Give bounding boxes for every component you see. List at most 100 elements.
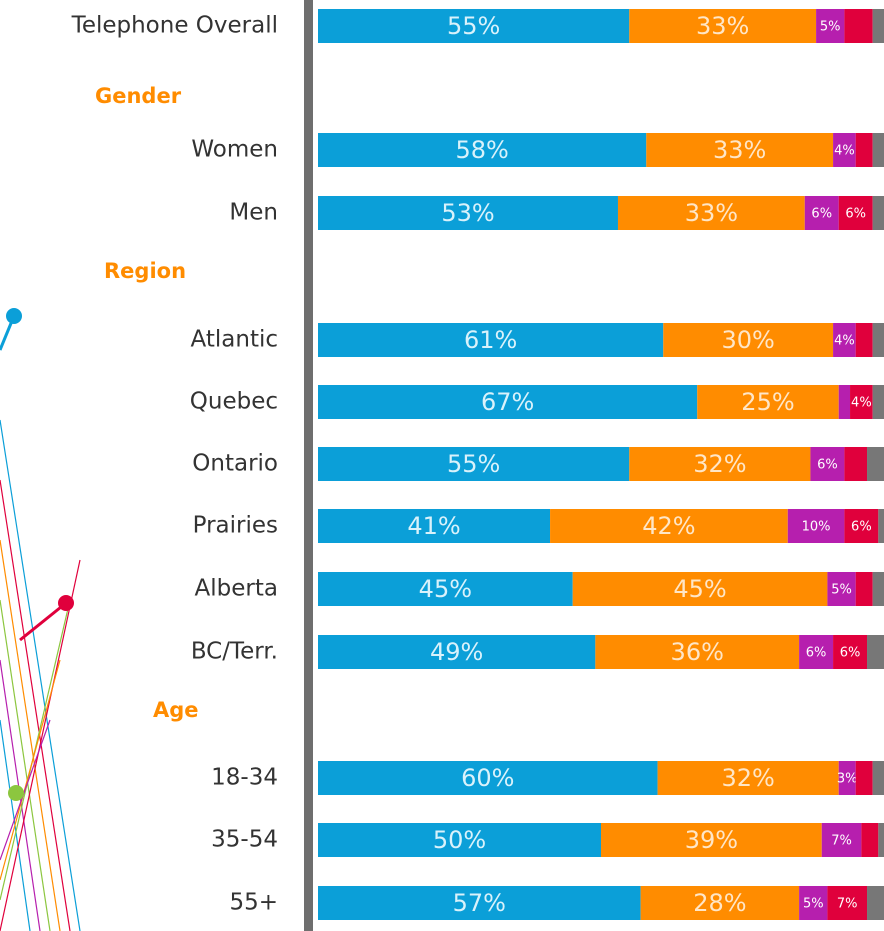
- value-label: 45%: [673, 575, 726, 603]
- category-label: 35-54: [211, 827, 278, 853]
- category-label: Telephone Overall: [71, 13, 278, 39]
- bar-segment: [318, 133, 647, 167]
- value-label: 50%: [433, 826, 486, 854]
- value-label: 5%: [803, 897, 824, 912]
- bar-segment: [844, 447, 868, 481]
- value-label: 3%: [837, 772, 858, 787]
- value-label: 53%: [441, 199, 494, 227]
- bar-segment: [867, 447, 884, 481]
- value-label: 33%: [713, 136, 766, 164]
- value-label: 32%: [693, 450, 746, 478]
- bar-segment: [787, 509, 845, 543]
- bar-segment: [855, 133, 873, 167]
- bar-segment: [617, 196, 805, 230]
- value-label: 5%: [831, 583, 852, 598]
- bar-segment: [629, 447, 811, 481]
- value-label: 6%: [811, 207, 832, 222]
- bar-segment: [867, 886, 884, 920]
- bar-segment: [850, 385, 873, 419]
- value-label: 55%: [447, 450, 500, 478]
- bar-segment: [697, 385, 839, 419]
- bar-segment: [827, 886, 868, 920]
- value-label: 33%: [696, 12, 749, 40]
- bar-segment: [629, 9, 817, 43]
- bar-segment: [601, 823, 822, 857]
- bar-segment: [595, 635, 800, 669]
- bar-segment: [878, 823, 884, 857]
- bar-segment: [872, 572, 884, 606]
- bar-segment: [861, 823, 879, 857]
- group-header: Gender: [95, 84, 182, 108]
- bar-segment: [640, 886, 800, 920]
- value-label: 32%: [721, 764, 774, 792]
- bar-segment: [318, 823, 601, 857]
- value-label: 42%: [642, 512, 695, 540]
- value-label: 33%: [685, 199, 738, 227]
- bar-segment: [318, 509, 551, 543]
- value-label: 49%: [430, 638, 483, 666]
- bar-segment: [872, 323, 884, 357]
- category-label: Men: [229, 200, 278, 226]
- bar-segment: [855, 323, 873, 357]
- bar-segment: [844, 9, 873, 43]
- bar-segment: [318, 761, 658, 795]
- bar-segment: [872, 196, 884, 230]
- bar-segment: [821, 823, 862, 857]
- category-label: Quebec: [190, 389, 278, 415]
- bar-segment: [833, 323, 856, 357]
- bar-segment: [872, 761, 884, 795]
- value-label: 7%: [831, 834, 852, 849]
- bar-segment: [646, 133, 834, 167]
- value-label: 4%: [834, 144, 855, 159]
- value-label: 6%: [851, 520, 872, 535]
- category-label: Atlantic: [191, 327, 278, 353]
- bar-segment: [816, 9, 845, 43]
- value-label: 61%: [464, 326, 517, 354]
- bar-segment: [663, 323, 834, 357]
- bar-segment: [838, 196, 873, 230]
- value-label: 6%: [806, 646, 827, 661]
- bar-segment: [318, 572, 573, 606]
- value-label: 39%: [685, 826, 738, 854]
- bar-segment: [833, 133, 856, 167]
- value-label: 7%: [837, 897, 858, 912]
- bar-segment: [878, 509, 884, 543]
- value-label: 45%: [419, 575, 472, 603]
- value-label: 60%: [461, 764, 514, 792]
- bar-segment: [318, 196, 618, 230]
- category-label: 55+: [229, 890, 278, 916]
- value-label: 57%: [453, 889, 506, 917]
- bar-segment: [855, 761, 873, 795]
- value-label: 5%: [820, 20, 841, 35]
- bar-segment: [844, 509, 879, 543]
- decoration: [0, 308, 81, 931]
- bar-segment: [827, 572, 856, 606]
- value-label: 41%: [407, 512, 460, 540]
- value-label: 30%: [721, 326, 774, 354]
- value-label: 4%: [834, 334, 855, 349]
- bar-segment: [872, 385, 884, 419]
- group-header: Region: [104, 259, 186, 283]
- value-label: 10%: [802, 520, 831, 535]
- value-label: 55%: [447, 12, 500, 40]
- category-label: Women: [191, 137, 278, 163]
- bar-segment: [799, 635, 834, 669]
- bar-segment: [318, 323, 664, 357]
- group-header: Age: [153, 698, 199, 722]
- bar-segment: [838, 385, 851, 419]
- bar-segment: [810, 447, 845, 481]
- value-label: 4%: [851, 396, 872, 411]
- bar-segment: [318, 447, 630, 481]
- value-label: 6%: [840, 646, 861, 661]
- value-label: 6%: [845, 207, 866, 222]
- bar-segment: [799, 886, 828, 920]
- bar-segment: [867, 635, 884, 669]
- bar-segment: [572, 572, 828, 606]
- category-label: Prairies: [193, 513, 278, 539]
- value-label: 67%: [481, 388, 534, 416]
- divider: [304, 0, 313, 931]
- value-label: 6%: [817, 458, 838, 473]
- bar-segment: [318, 886, 641, 920]
